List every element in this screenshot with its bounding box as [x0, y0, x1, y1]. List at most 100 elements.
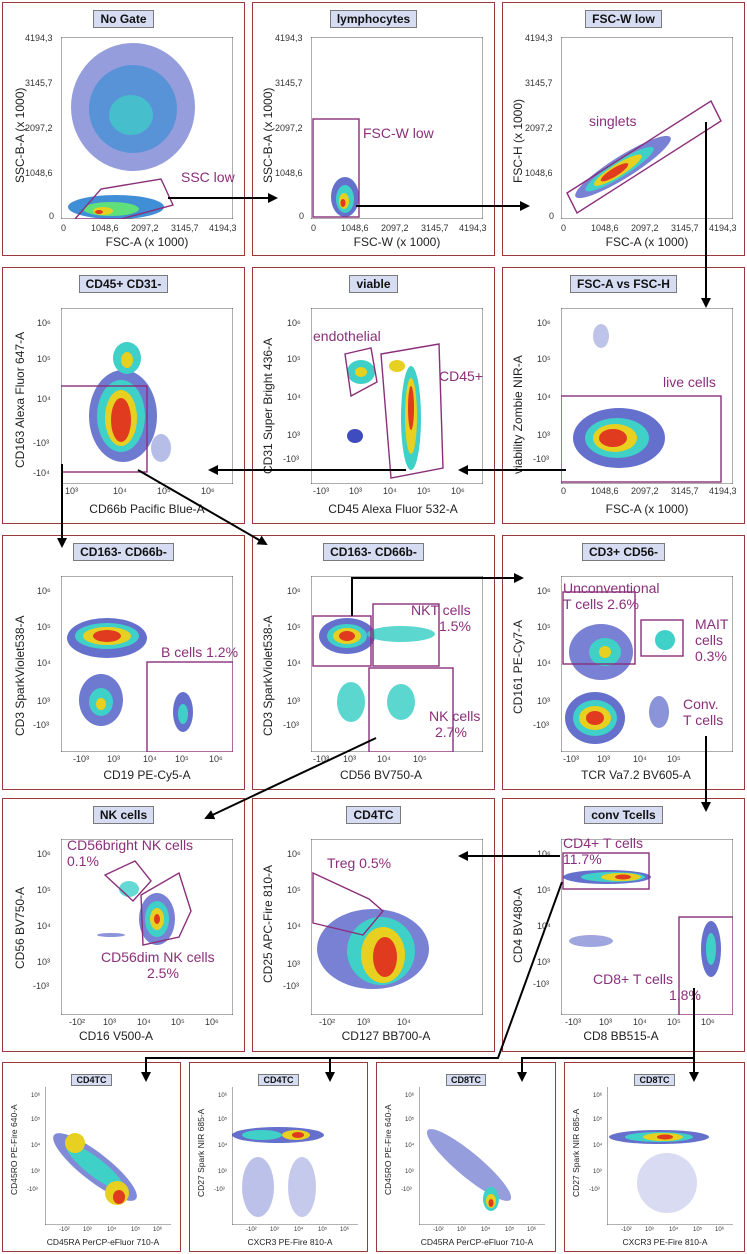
gate-label-line: 1.8%	[669, 987, 701, 1004]
y-axis-label: FSC-H (x 1000)	[511, 98, 525, 183]
x-tick: 10⁴	[633, 1017, 647, 1027]
x-tick: 10⁵	[318, 1227, 328, 1233]
x-axis-label: FSC-A (x 1000)	[105, 235, 189, 249]
gate-label-conv-t-cells: Conv. T cells	[683, 696, 723, 728]
y-tick: 4194,3	[275, 33, 303, 43]
x-tick: 3145,7	[671, 486, 699, 496]
x-tick: 4194,3	[709, 223, 737, 233]
panel-title: lymphocytes	[329, 10, 418, 28]
y-tick: 10⁴	[287, 921, 301, 931]
gate-label-line: 0.3%	[695, 648, 727, 665]
gate-label-line: CD56bright NK cells	[67, 837, 194, 853]
x-tick: -10³	[313, 754, 330, 764]
x-tick: 2097,2	[631, 486, 659, 496]
y-tick: 10⁴	[37, 394, 51, 404]
x-tick: 10⁴	[377, 754, 391, 764]
y-tick: 10⁶	[37, 849, 51, 859]
y-tick: 10³	[537, 430, 551, 440]
scatter-plot	[561, 37, 733, 219]
gate-label-cd45-pos: CD45+	[439, 368, 483, 384]
gate-label-line: 1.5%	[439, 618, 471, 635]
x-tick: 10⁶	[451, 486, 465, 496]
y-tick: 10⁶	[37, 318, 51, 328]
y-tick: 10⁴	[31, 1143, 41, 1149]
y-tick: -10³	[533, 979, 550, 989]
panel-title: No Gate	[93, 10, 154, 28]
y-tick: 10³	[287, 959, 301, 969]
y-tick: 10⁴	[537, 658, 551, 668]
x-axis-label: FSC-A (x 1000)	[605, 235, 689, 249]
y-tick: 10⁶	[37, 586, 51, 596]
x-tick: 0	[561, 223, 567, 233]
x-tick: 0	[311, 223, 317, 233]
x-tick: 10³	[645, 1227, 654, 1233]
y-tick: 10³	[287, 696, 301, 706]
gate-label-line: 2.5%	[147, 965, 179, 982]
y-tick: 10⁴	[537, 921, 551, 931]
y-tick: 10⁵	[537, 354, 551, 364]
gate-label-nk-cells: NK cells 2.7%	[429, 708, 480, 740]
y-tick: 3145,7	[25, 78, 53, 88]
y-tick: 0	[299, 211, 305, 221]
y-tick: 10⁶	[287, 318, 301, 328]
gate-label-line: NKT cells	[411, 602, 471, 618]
panel-title: CD3+ CD56-	[581, 543, 666, 561]
x-tick: 2097,2	[631, 223, 659, 233]
y-axis-label: CD3 SparkViolet538-A	[13, 615, 27, 736]
panel-title: CD4TC	[71, 1074, 112, 1086]
scatter-plot	[311, 308, 483, 484]
y-tick: 0	[549, 211, 555, 221]
panel-cd4tc-cxcr3: CD4TC CD27 Spark NIR 685-A CXCR3 PE-Fire…	[189, 1062, 368, 1252]
x-axis-label: CD45RA PerCP-eFluor 710-A	[420, 1237, 534, 1247]
y-tick: 10⁶	[31, 1093, 41, 1099]
panel-title: CD45+ CD31-	[78, 275, 169, 293]
gate-label-line: NK cells	[429, 708, 481, 724]
gate-label-line: 2.7%	[435, 724, 467, 741]
x-axis-label: FSC-A (x 1000)	[605, 502, 689, 516]
x-tick: 1048,6	[341, 223, 369, 233]
panel-cd3-cd56: CD3+ CD56- CD161 PE-Cy7-A TCR Va7.2 BV60…	[502, 535, 745, 790]
gate-label-line: T cells 2.6%	[563, 596, 639, 613]
gate-label-line: 0.1%	[67, 853, 99, 870]
x-tick: 10³	[349, 486, 363, 496]
x-tick: 10³	[343, 754, 357, 764]
x-tick: 10⁴	[669, 1227, 679, 1233]
x-tick: 10⁶	[153, 1227, 163, 1233]
x-axis-label: TCR Va7.2 BV605-A	[581, 768, 691, 782]
panel-cd163-cd66b-b: CD163- CD66b- CD3 SparkViolet538-A CD19 …	[2, 535, 245, 790]
scatter-plot	[61, 37, 233, 219]
x-tick: -10³	[563, 754, 580, 764]
x-axis-label: CD8 BB515-A	[583, 1029, 659, 1043]
panel-fsc-a-vs-fsc-h: FSC-A vs FSC-H viability Zombie NIR-A FS…	[502, 267, 745, 524]
x-tick: 10⁴	[143, 754, 157, 764]
y-tick: 2097,2	[25, 123, 53, 133]
gate-label-fsc-w-low: FSC-W low	[363, 125, 434, 141]
y-tick: 10⁴	[37, 658, 51, 668]
scatter-plot	[419, 1087, 545, 1225]
y-tick: 2097,2	[275, 123, 303, 133]
x-tick: -10²	[433, 1227, 444, 1233]
gate-label-line: Conv.	[683, 696, 719, 712]
x-tick: 1048,6	[591, 486, 619, 496]
x-axis-label: CD56 BV750-A	[339, 768, 423, 782]
y-tick: 10⁴	[287, 392, 301, 402]
gate-label-cd8-t-cells: CD8+ T cells 1.8%	[593, 971, 701, 1003]
x-axis-label: CD45 Alexa Fluor 532-A	[328, 502, 458, 516]
x-tick: 10⁴	[633, 754, 647, 764]
y-axis-label: CD161 PE-Cy7-A	[511, 619, 525, 714]
panel-cd8tc-cxcr3: CD8TC CD27 Spark NIR 685-A CXCR3 PE-Fire…	[564, 1062, 745, 1252]
gate-label-cd4-t-cells: CD4+ T cells 11.7%	[563, 835, 643, 867]
x-tick: 10³	[457, 1227, 466, 1233]
y-tick: 10⁴	[37, 921, 51, 931]
gate-label-line: CD8+ T cells	[593, 971, 674, 987]
x-tick: -10²	[59, 1227, 70, 1233]
y-tick: 10⁶	[287, 586, 301, 596]
gate-label-line: T cells	[683, 712, 724, 729]
gate-label-line: Unconventional	[563, 580, 660, 596]
x-axis-label: CXCR3 PE-Fire 810-A	[622, 1237, 708, 1247]
panel-title: FSC-W low	[585, 10, 662, 28]
x-tick: 10³	[83, 1227, 92, 1233]
y-tick: 10⁵	[287, 354, 301, 364]
y-axis-label: CD163 Alexa Fluor 647-A	[13, 331, 27, 468]
y-tick: 10³	[593, 1169, 602, 1175]
